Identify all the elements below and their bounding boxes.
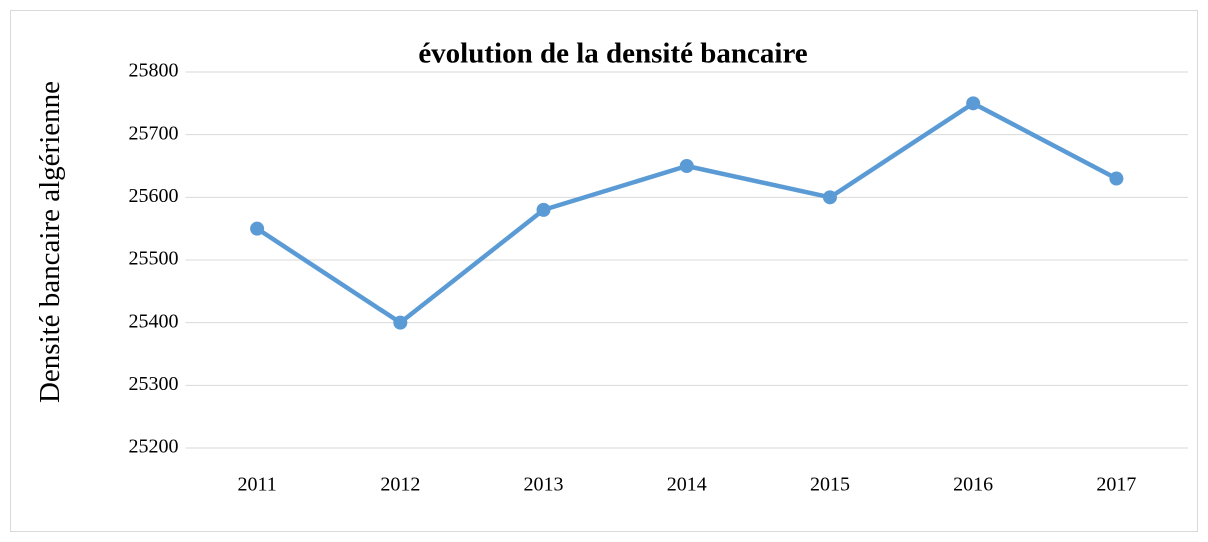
y-tick-label: 25800 (129, 60, 179, 82)
y-tick-label: 25300 (129, 373, 179, 395)
y-tick-label: 25400 (129, 310, 179, 332)
point (536, 202, 551, 217)
x-tick-label: 2017 (1096, 474, 1136, 496)
x-tick-label: 2013 (524, 474, 564, 496)
x-tick-label: 2016 (953, 474, 993, 496)
chart-title: évolution de la densité bancaire (418, 38, 807, 70)
point (966, 96, 981, 111)
chart-frame (10, 10, 1198, 532)
point (1109, 171, 1124, 186)
x-tick-label: 2014 (667, 474, 707, 496)
y-axis-label: Densité bancaire algérienne (34, 80, 66, 404)
point (250, 221, 265, 236)
y-tick-label: 25500 (129, 248, 179, 270)
y-tick-label: 25200 (129, 436, 179, 458)
point (393, 315, 408, 330)
point (679, 159, 694, 173)
x-tick-label: 2011 (237, 474, 276, 496)
x-tick-label: 2012 (380, 474, 420, 496)
y-tick-label: 25700 (129, 122, 179, 144)
point (822, 190, 837, 205)
y-tick-label: 25600 (129, 185, 179, 207)
x-tick-label: 2015 (810, 474, 850, 496)
